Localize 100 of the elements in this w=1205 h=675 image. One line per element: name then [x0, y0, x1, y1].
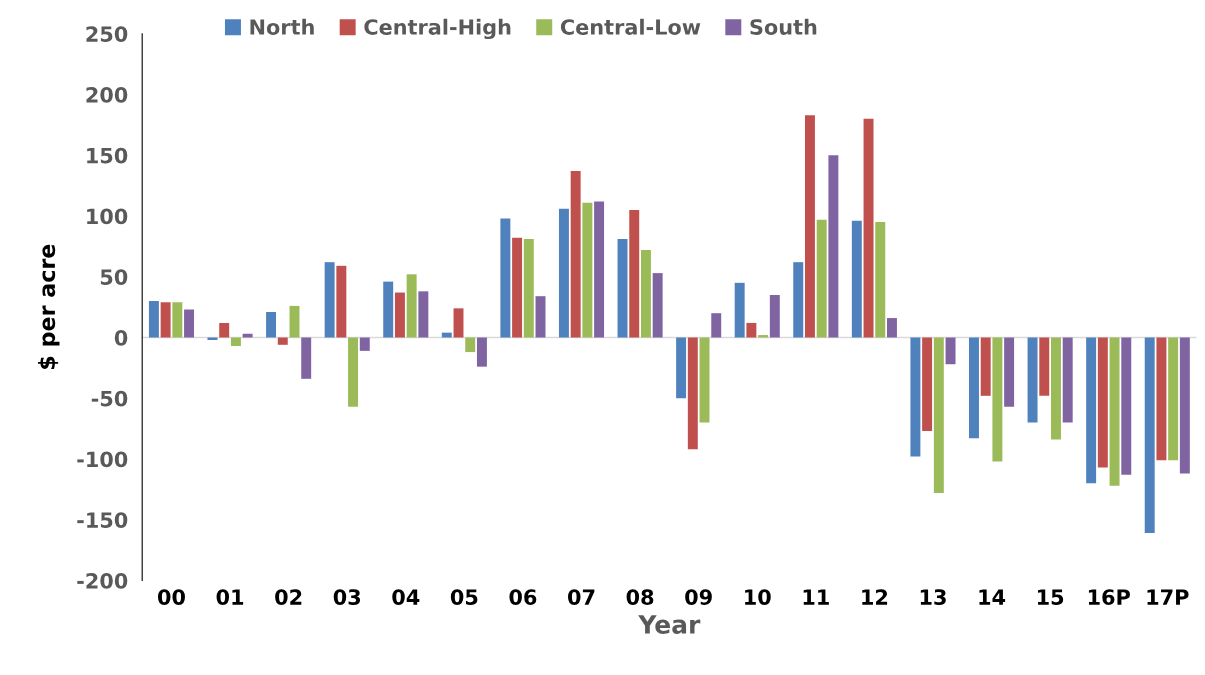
- bar: [980, 337, 991, 396]
- bar: [1179, 337, 1190, 474]
- bar: [172, 302, 183, 338]
- y-tick-label: 250: [86, 26, 128, 42]
- bar: [758, 335, 769, 338]
- x-tick-label: 07: [568, 589, 595, 605]
- bar: [465, 337, 476, 353]
- bar: [242, 333, 253, 338]
- bar: [148, 301, 159, 338]
- x-tick-label: 10: [745, 589, 771, 605]
- bar: [828, 155, 839, 338]
- bar: [1027, 337, 1038, 423]
- bar: [617, 239, 628, 338]
- bar: [804, 115, 815, 338]
- x-tick-label: 16P: [1088, 589, 1130, 605]
- x-tick-label: 04: [392, 589, 420, 605]
- bar: [418, 291, 429, 338]
- bar: [1121, 337, 1132, 475]
- y-tick-label: 100: [87, 208, 128, 225]
- bar: [441, 332, 452, 338]
- bar: [922, 337, 933, 432]
- bar: [1062, 337, 1073, 423]
- bar: [453, 308, 464, 338]
- bar: [348, 337, 359, 407]
- bar: [1109, 337, 1120, 486]
- bar: [582, 202, 593, 338]
- bar: [793, 262, 804, 338]
- bar: [687, 337, 698, 450]
- bar: [219, 322, 230, 338]
- bar: [266, 311, 277, 338]
- bar: [301, 337, 312, 379]
- bar: [969, 337, 979, 439]
- y-tick-label: -50: [91, 390, 128, 407]
- x-tick-label: 09: [685, 589, 712, 605]
- bar: [394, 292, 405, 338]
- bar: [336, 265, 347, 338]
- bar: [886, 318, 897, 338]
- bar: [629, 209, 640, 338]
- x-tick-label: 12: [862, 589, 888, 605]
- y-tick-label: -150: [77, 512, 128, 528]
- x-tick-label: 01: [216, 589, 244, 605]
- bar: [324, 262, 335, 338]
- bar: [746, 322, 757, 338]
- x-tick-label: 06: [509, 589, 537, 605]
- bar: [289, 305, 300, 338]
- x-tick-label: 00: [157, 589, 185, 605]
- bar: [558, 208, 569, 338]
- bar: [933, 337, 944, 494]
- x-tick-label: 13: [920, 589, 946, 605]
- x-tick-label: 08: [626, 589, 654, 605]
- x-tick-label: 15: [1037, 589, 1064, 605]
- bar: [992, 337, 1003, 462]
- x-tick-label: 11: [803, 589, 829, 605]
- bar: [1156, 337, 1167, 461]
- bar: [640, 250, 651, 338]
- x-tick-label: 03: [333, 589, 361, 605]
- bar: [512, 237, 523, 338]
- bar: [476, 337, 487, 367]
- legend-label: Central-Low: [560, 18, 701, 35]
- bar: [230, 337, 241, 347]
- bar: [875, 222, 886, 338]
- bar: [676, 337, 687, 399]
- bar: [769, 294, 780, 338]
- bar: [184, 309, 195, 338]
- bar: [652, 273, 663, 338]
- bar: [1051, 337, 1061, 440]
- bar: [277, 337, 288, 345]
- bar: [1004, 337, 1015, 407]
- y-tick-label: 0: [114, 329, 128, 346]
- bar: [406, 274, 417, 338]
- legend-label: Central-High: [364, 18, 511, 40]
- x-tick-label: 05: [450, 589, 478, 605]
- legend-label: North: [250, 18, 314, 35]
- bar: [535, 296, 546, 338]
- bar: [383, 281, 394, 338]
- y-tick-label: -100: [77, 451, 128, 468]
- bar: [594, 201, 605, 338]
- y-tick-label: 200: [86, 86, 128, 103]
- bar: [910, 337, 921, 457]
- bar: [734, 282, 745, 338]
- x-tick-label: 02: [275, 589, 302, 605]
- bar: [1039, 337, 1050, 396]
- bar: [523, 239, 534, 338]
- bar: [699, 337, 710, 423]
- bar: [945, 337, 956, 365]
- bar: [816, 219, 827, 338]
- x-axis-title: Year: [638, 615, 701, 634]
- x-tick-label: 17P: [1147, 589, 1189, 605]
- y-tick-label: 150: [87, 147, 128, 164]
- bar: [1168, 337, 1179, 461]
- bar: [1144, 337, 1155, 534]
- legend-label: South: [750, 18, 817, 35]
- bar: [500, 218, 511, 338]
- bar: [851, 220, 862, 338]
- x-tick-label: 14: [979, 589, 1006, 605]
- y-axis-title: $ per acre: [38, 244, 60, 369]
- bar: [160, 302, 171, 338]
- bar: [711, 313, 722, 338]
- y-tick-label: -200: [77, 572, 128, 589]
- bar: [1097, 337, 1108, 468]
